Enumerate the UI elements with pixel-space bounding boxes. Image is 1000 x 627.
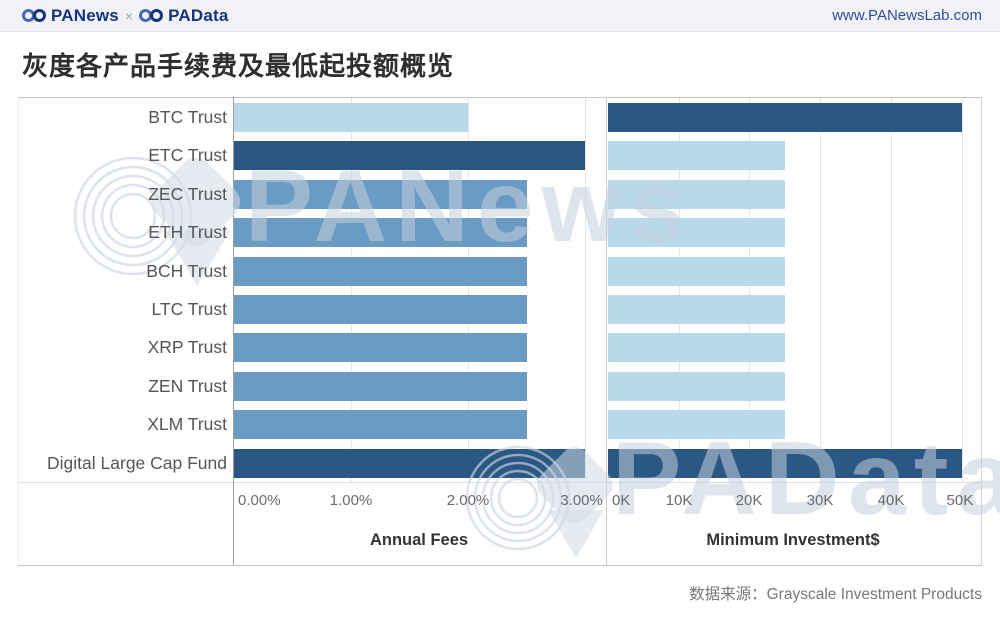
bar-minimum-investment--ltc-trust [608, 295, 785, 324]
category-label: BTC Trust [148, 107, 227, 127]
category-label: XRP Trust [147, 337, 227, 358]
page-title: 灰度各产品手续费及最低起投额概览 [22, 51, 455, 81]
category-label: BCH Trust [146, 260, 227, 281]
axis-tick-label: 2.00% [446, 492, 490, 509]
chart-separator-line [606, 97, 607, 566]
bar-annual-fees-zec-trust [234, 179, 527, 209]
category-label: LTC Trust [151, 299, 227, 319]
axis-tick-label: 50K [946, 492, 974, 509]
panews-logo-icon [22, 9, 46, 22]
category-label: Digital Large Cap Fund [47, 452, 227, 473]
bar-annual-fees-zen-trust [234, 371, 527, 401]
axis-tick-label: 40K [877, 492, 905, 509]
padata-logo-icon [139, 9, 164, 22]
bar-annual-fees-bch-trust [234, 256, 527, 286]
bar-minimum-investment--btc-trust [608, 103, 962, 132]
brand-separator: × [124, 7, 134, 24]
bar-annual-fees-digital-large-cap-fund [234, 448, 585, 478]
padata-brand: PAData [139, 6, 228, 26]
website-link[interactable]: www.PANewsLab.com [832, 7, 982, 24]
bar-annual-fees-eth-trust [234, 218, 527, 248]
axis-tick-label: 30K [806, 492, 834, 509]
bar-minimum-investment--eth-trust [608, 218, 785, 248]
gridline [468, 98, 469, 482]
bar-minimum-investment--xlm-trust [608, 410, 785, 440]
gridline [749, 98, 750, 482]
left-axis-title: Annual Fees [369, 531, 469, 549]
bar-annual-fees-btc-trust [234, 103, 468, 132]
bar-annual-fees-xrp-trust [234, 333, 527, 363]
axis-tick-label: 0.00% [238, 492, 281, 509]
category-label: ETH Trust [148, 222, 227, 243]
axis-tick-label: 10K [665, 492, 693, 509]
category-label: ETC Trust [148, 145, 227, 166]
gridline [585, 98, 586, 482]
bar-minimum-investment--etc-trust [608, 141, 785, 171]
padata-brand-label: PAData [168, 5, 229, 25]
bar-minimum-investment--zen-trust [608, 371, 785, 401]
gridline [679, 98, 680, 482]
gridline [962, 98, 963, 482]
bar-minimum-investment--zec-trust [608, 179, 785, 209]
gridline [820, 98, 821, 482]
gridline [351, 98, 352, 482]
data-source-note: 数据来源：Grayscale Investment Products [689, 586, 982, 603]
header-bar: PANews × PAData www.PANewsLab.com [0, 0, 1000, 32]
axis-tick-label: 1.00% [329, 492, 373, 509]
axis-tick-label: 0K [612, 492, 631, 509]
left-chart-axis-line [233, 97, 234, 566]
category-label: ZEC Trust [148, 183, 227, 204]
plot-bottom-line [18, 482, 982, 483]
gridline [891, 98, 892, 482]
bar-minimum-investment--bch-trust [608, 256, 785, 286]
right-axis-title: Minimum Investment$ [706, 531, 880, 549]
bar-annual-fees-ltc-trust [234, 295, 527, 324]
axis-tick-label: 20K [735, 492, 763, 509]
bar-minimum-investment--xrp-trust [608, 333, 785, 363]
panews-brand-label: PANews [51, 5, 119, 25]
category-label: ZEN Trust [148, 375, 227, 396]
category-label: XLM Trust [147, 414, 227, 435]
bar-annual-fees-xlm-trust [234, 410, 527, 440]
panews-brand: PANews [22, 6, 119, 26]
bar-minimum-investment--digital-large-cap-fund [608, 448, 962, 478]
bar-annual-fees-etc-trust [234, 141, 585, 171]
axis-tick-label: 3.00% [560, 492, 603, 509]
